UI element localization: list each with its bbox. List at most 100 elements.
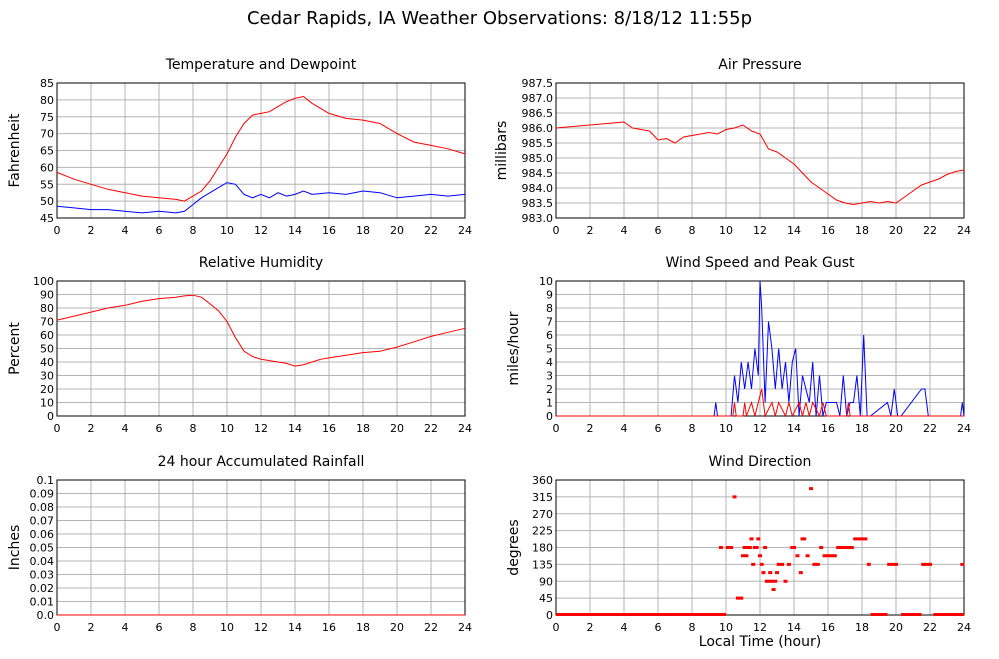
x-tick-label: 22: [424, 621, 438, 634]
y-axis-label: millibars: [494, 121, 510, 181]
x-tick-label: 6: [655, 422, 662, 435]
data-point: [843, 546, 847, 549]
x-tick-label: 20: [390, 621, 404, 634]
data-point: [732, 495, 737, 499]
y-tick-label: 0.04: [30, 555, 55, 568]
x-tick-label: 4: [621, 224, 628, 237]
data-point: [744, 554, 749, 558]
x-tick-label: 4: [621, 422, 628, 435]
data-point: [769, 579, 774, 583]
y-tick-label: 984.5: [522, 167, 554, 180]
plot-frame: [56, 280, 466, 417]
y-tick-label: 85: [40, 77, 54, 90]
x-tick-label: 2: [88, 224, 95, 237]
y-tick-label: 180: [532, 542, 553, 555]
chart-title: Wind Speed and Peak Gust: [666, 255, 855, 271]
y-tick-label: 70: [40, 128, 54, 141]
data-point: [756, 537, 761, 541]
data-point: [846, 546, 851, 549]
y-tick-label: 70: [40, 316, 54, 329]
data-point: [839, 546, 844, 549]
x-tick-label: 20: [889, 422, 903, 435]
y-tick-label: 984.0: [522, 182, 554, 195]
data-point: [809, 487, 813, 491]
y-tick-label: 0.02: [30, 582, 55, 595]
data-point: [826, 554, 830, 558]
data-point: [739, 596, 744, 600]
data-point: [725, 546, 730, 549]
data-point: [812, 562, 817, 566]
data-point: [928, 562, 932, 566]
chart-panel-4: 0 2 4 6 8 10 12 14 16 18 20 22 240.00.010.020.030.04…: [7, 454, 472, 634]
x-tick-label: 2: [88, 621, 95, 634]
y-tick-label: 0.1: [37, 474, 55, 487]
x-tick-label: 4: [122, 422, 129, 435]
x-tick-label: 8: [190, 621, 197, 634]
x-tick-label: 0: [54, 422, 61, 435]
data-point: [924, 562, 929, 566]
y-axis-label: miles/hour: [506, 311, 522, 385]
x-tick-label: 16: [821, 621, 835, 634]
data-point: [749, 537, 754, 541]
data-point: [718, 546, 723, 549]
chart-panel-2: 0 2 4 6 8 10 12 14 16 18 20 22 240102030405060708090…: [7, 255, 472, 435]
x-tick-label: 22: [923, 224, 937, 237]
data-point: [795, 554, 800, 558]
x-tick-label: 6: [655, 621, 662, 634]
x-tick-label: 6: [156, 621, 163, 634]
x-tick-label: 24: [458, 422, 472, 435]
y-tick-label: 40: [40, 356, 54, 369]
data-point: [860, 537, 864, 541]
x-tick-label: 16: [821, 422, 835, 435]
y-tick-label: 50: [40, 343, 54, 356]
y-tick-label: 315: [532, 491, 553, 504]
plot-frame: [555, 82, 965, 219]
y-tick-label: 0: [546, 609, 553, 622]
data-point: [768, 571, 773, 575]
data-point: [763, 546, 768, 549]
x-tick-label: 16: [821, 224, 835, 237]
x-tick-label: 8: [689, 621, 696, 634]
data-point: [754, 546, 759, 549]
x-axis-label: Local Time (hour): [698, 634, 822, 650]
data-point: [819, 546, 824, 549]
x-tick-label: 8: [689, 224, 696, 237]
y-tick-label: 75: [40, 111, 54, 124]
data-point: [815, 562, 820, 566]
series-line: [56, 294, 466, 367]
x-tick-label: 14: [288, 224, 302, 237]
y-tick-label: 5: [546, 343, 553, 356]
y-tick-label: 985.0: [522, 152, 554, 165]
x-tick-label: 22: [424, 224, 438, 237]
x-tick-label: 10: [719, 422, 733, 435]
x-tick-label: 8: [190, 224, 197, 237]
x-tick-label: 2: [587, 422, 594, 435]
x-tick-label: 0: [54, 224, 61, 237]
y-tick-label: 987.0: [522, 92, 554, 105]
x-tick-label: 14: [787, 422, 801, 435]
chart-panel-0: 0 2 4 6 8 10 12 14 16 18 20 22 24455055606570758085T…: [7, 57, 472, 237]
data-point: [802, 537, 807, 541]
data-point: [735, 596, 740, 600]
x-tick-label: 22: [424, 422, 438, 435]
y-tick-label: 6: [546, 329, 553, 342]
x-tick-label: 20: [889, 224, 903, 237]
y-tick-label: 55: [40, 178, 54, 191]
data-point: [863, 537, 868, 541]
data-point: [853, 537, 858, 541]
chart-title: Temperature and Dewpoint: [165, 57, 357, 73]
data-point: [776, 562, 781, 566]
x-tick-label: 14: [787, 224, 801, 237]
y-tick-label: 10: [40, 397, 54, 410]
data-point: [783, 579, 788, 583]
data-point: [747, 546, 752, 549]
data-point: [887, 562, 892, 566]
data-point: [775, 571, 779, 575]
y-tick-label: 986.0: [522, 122, 554, 135]
y-tick-label: 0.01: [30, 596, 55, 609]
y-tick-label: 0.06: [30, 528, 55, 541]
x-tick-label: 12: [753, 422, 767, 435]
x-tick-label: 16: [322, 224, 336, 237]
y-tick-label: 45: [40, 212, 54, 225]
chart-panel-1: 0 2 4 6 8 10 12 14 16 18 20 22 24983.0983.5984.0984.…: [494, 57, 971, 237]
